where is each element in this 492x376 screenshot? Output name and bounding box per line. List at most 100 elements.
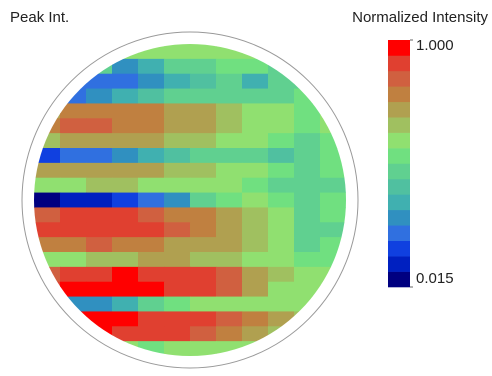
heatmap-cell: [86, 148, 113, 164]
heatmap-cell: [216, 222, 243, 238]
heatmap-cell: [138, 252, 165, 268]
heatmap-cell: [86, 222, 113, 238]
heatmap-cell: [216, 252, 243, 268]
colorbar-tick-label: 1.000: [416, 37, 454, 54]
heatmap-cell: [34, 118, 61, 134]
heatmap-cell: [112, 207, 139, 223]
heatmap-cell: [164, 162, 191, 179]
heatmap-cell: [138, 281, 165, 298]
heatmap-cell: [294, 103, 321, 119]
heatmap-cell: [216, 133, 243, 149]
heatmap-cell: [294, 44, 321, 60]
heatmap-cell: [190, 222, 217, 238]
heatmap-cell: [60, 296, 87, 312]
colorbar-swatch: [388, 117, 410, 133]
heatmap-cell: [216, 266, 243, 283]
heatmap-cell: [320, 162, 346, 179]
heatmap-cell: [216, 296, 243, 312]
heatmap-cell: [268, 73, 295, 90]
heatmap-cell: [242, 341, 269, 356]
heatmap-cell: [86, 266, 113, 283]
heatmap-cell: [138, 58, 165, 75]
heatmap-cell: [268, 192, 295, 208]
colorbar-swatch: [388, 194, 410, 211]
heatmap-cell: [164, 58, 191, 75]
heatmap-cell: [268, 266, 295, 283]
heatmap-cell: [60, 266, 87, 283]
heatmap-cell: [86, 162, 113, 179]
heatmap-cell: [190, 73, 217, 90]
heatmap-cell: [190, 252, 217, 268]
heatmap-cell: [164, 88, 191, 104]
heatmap-cell: [242, 296, 269, 312]
heatmap-cell: [112, 311, 139, 327]
heatmap-cell: [294, 133, 321, 149]
heatmap-cell: [320, 296, 346, 312]
colorbar-swatch: [388, 132, 410, 149]
heatmap-cell: [216, 341, 243, 356]
heatmap-cell: [86, 207, 113, 223]
colorbar-swatch: [388, 40, 410, 56]
heatmap-cell: [138, 44, 165, 60]
heatmap-cell: [320, 73, 346, 90]
heatmap-cell: [164, 73, 191, 90]
heatmap-cell: [34, 311, 61, 327]
heatmap-cell: [320, 311, 346, 327]
heatmap-cell: [320, 133, 346, 149]
heatmap-cell: [34, 207, 61, 223]
heatmap-cell: [60, 162, 87, 179]
heatmap-cell: [138, 192, 165, 208]
heatmap-cell: [34, 73, 61, 90]
heatmap-cell: [60, 73, 87, 90]
heatmap-cell: [190, 103, 217, 119]
heatmap-cell: [60, 341, 87, 356]
heatmap-cell: [268, 162, 295, 179]
heatmap-cell: [164, 207, 191, 223]
heatmap-cell: [242, 162, 269, 179]
heatmap-cell: [60, 311, 87, 327]
heatmap-cell: [320, 252, 346, 268]
chart-title: Peak Int.: [10, 9, 69, 26]
heatmap-cell: [294, 192, 321, 208]
heatmap-cell: [190, 341, 217, 356]
heatmap-cell: [112, 162, 139, 179]
colorbar-swatch: [388, 55, 410, 72]
heatmap-cell: [242, 222, 269, 238]
heatmap-cell: [60, 281, 87, 298]
heatmap-cell: [190, 118, 217, 134]
heatmap-cell: [294, 266, 321, 283]
heatmap-cell: [112, 281, 139, 298]
heatmap-cell: [294, 252, 321, 268]
heatmap-cell: [60, 192, 87, 208]
heatmap-cell: [242, 311, 269, 327]
heatmap-cell: [164, 296, 191, 312]
heatmap-cell: [138, 177, 165, 194]
heatmap-cell: [268, 88, 295, 104]
heatmap-cell: [242, 133, 269, 149]
heatmap-cell: [294, 207, 321, 223]
heatmap-cell: [86, 237, 113, 253]
heatmap-cell: [86, 192, 113, 208]
heatmap-cell: [86, 326, 113, 342]
heatmap-cell: [34, 177, 61, 194]
heatmap-cell: [34, 58, 61, 75]
heatmap-cell: [190, 207, 217, 223]
heatmap-cell: [242, 207, 269, 223]
heatmap-cell: [268, 281, 295, 298]
heatmap-cell: [216, 281, 243, 298]
heatmap-cell: [216, 162, 243, 179]
heatmap-cell: [34, 133, 61, 149]
heatmap-cell: [164, 44, 191, 60]
heatmap-cell: [112, 222, 139, 238]
heatmap-cell: [268, 58, 295, 75]
heatmap-cell: [138, 148, 165, 164]
heatmap-cell: [34, 222, 61, 238]
heatmap-cell: [216, 177, 243, 194]
heatmap-cell: [242, 118, 269, 134]
heatmap-cell: [34, 296, 61, 312]
heatmap-cell: [242, 252, 269, 268]
heatmap-cell: [86, 296, 113, 312]
colorbar-swatch: [388, 163, 410, 180]
heatmap-cell: [138, 326, 165, 342]
heatmap-cell: [320, 44, 346, 60]
